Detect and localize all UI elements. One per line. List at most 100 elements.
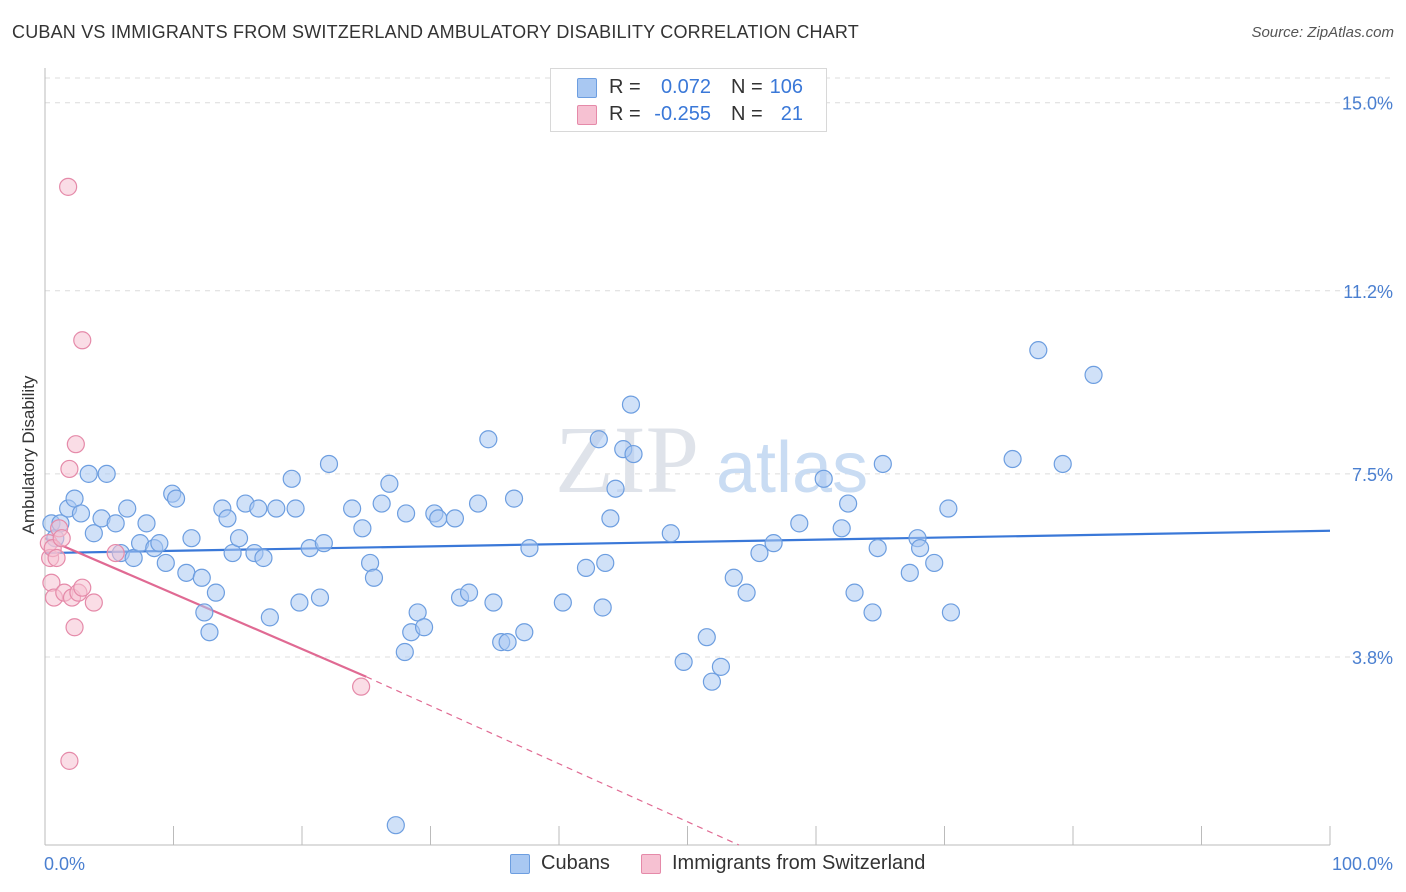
- cubans-point: [286, 499, 305, 518]
- cubans-point: [498, 633, 517, 652]
- cubans-point: [1084, 365, 1103, 385]
- x-tick-label: 0.0%: [44, 854, 85, 874]
- cubans-point: [845, 583, 864, 602]
- cubans-point: [195, 603, 214, 622]
- legend-n-value: 21: [780, 103, 803, 125]
- cubans-point: [702, 672, 722, 691]
- cubans-point: [553, 593, 572, 612]
- legend-r-label: R =: [609, 103, 641, 125]
- cubans-point: [200, 623, 219, 642]
- cubans-point: [319, 454, 339, 474]
- cubans-point: [206, 583, 226, 602]
- watermark: ZIP atlas: [555, 406, 868, 513]
- cubans-point: [71, 504, 91, 523]
- cubans-point: [697, 628, 716, 647]
- cubans-point: [267, 499, 286, 518]
- cubans-point: [593, 598, 612, 617]
- cubans-point: [1029, 341, 1048, 360]
- watermark-atlas: atlas: [716, 428, 868, 508]
- switzerland-point: [73, 578, 92, 597]
- cubans-point: [156, 553, 175, 573]
- legend-n-label: N =: [731, 103, 763, 125]
- cubans-point: [254, 548, 273, 568]
- cubans-point: [596, 553, 615, 573]
- cubans-point: [177, 563, 196, 582]
- cubans-point: [601, 509, 620, 528]
- cubans-point: [182, 529, 201, 548]
- cubans-point: [939, 499, 958, 518]
- tick-labels: 3.8% 7.5% 11.2% 15.0% 0.0% 100.0%: [44, 94, 1393, 874]
- y-tick-label: 15.0%: [1342, 94, 1393, 114]
- cubans-point: [395, 642, 414, 662]
- cubans-point: [396, 504, 416, 523]
- cubans-point: [832, 519, 851, 538]
- switzerland-point: [66, 435, 85, 454]
- cubans-point: [764, 534, 783, 553]
- cubans-point: [192, 568, 211, 587]
- y-tick-label: 3.8%: [1352, 648, 1393, 668]
- cubans-point: [118, 499, 137, 518]
- cubans-point: [576, 558, 596, 577]
- cubans-point: [150, 534, 169, 553]
- cubans-point: [790, 514, 809, 533]
- cubans-point: [674, 652, 693, 672]
- cubans-point: [711, 657, 731, 676]
- cubans-point: [106, 514, 125, 533]
- switzerland-point: [60, 459, 79, 479]
- cubans-point: [290, 593, 309, 612]
- legend-swatch-switzerland: [577, 105, 597, 125]
- cubans-point: [445, 509, 465, 528]
- source-label: Source: ZipAtlas.com: [1251, 24, 1394, 41]
- cubans-point: [900, 563, 919, 582]
- cubans-point: [364, 568, 384, 587]
- switzerland-trend-extension: [366, 676, 740, 846]
- cubans-point: [282, 469, 301, 488]
- cubans-point: [589, 430, 608, 449]
- cubans-point: [380, 474, 399, 493]
- cubans-point: [137, 514, 156, 533]
- cubans-point: [661, 524, 680, 543]
- legend-r-value: 0.072: [660, 76, 711, 98]
- switzerland-point: [84, 593, 103, 612]
- cubans-point: [361, 553, 380, 573]
- cubans-point: [925, 553, 944, 573]
- trend-lines: [44, 529, 1331, 846]
- switzerland-point: [60, 751, 79, 770]
- cubans-point: [459, 583, 479, 602]
- legend-n-value: 106: [769, 76, 803, 98]
- cubans-point: [839, 494, 858, 513]
- bottom-legend-label-switzerland: Immigrants from Switzerland: [672, 852, 926, 874]
- grid-lines: [45, 77, 1390, 658]
- axes: [44, 68, 1331, 846]
- y-axis-title: Ambulatory Disability: [19, 375, 38, 534]
- cubans-point: [863, 603, 882, 622]
- cubans-point: [386, 816, 405, 835]
- cubans-point: [372, 494, 391, 513]
- cubans-point: [260, 608, 279, 627]
- cubans-point: [1053, 454, 1072, 474]
- cubans-point: [941, 603, 961, 622]
- cubans-point: [750, 543, 769, 563]
- switzerland-point: [106, 543, 125, 563]
- legend-n-label: N =: [731, 76, 763, 98]
- data-points: [39, 177, 1103, 835]
- bottom-legend-swatch-cubans: [510, 854, 530, 874]
- cubans-point: [484, 593, 503, 612]
- cubans-point: [724, 568, 743, 587]
- cubans-point: [310, 588, 330, 607]
- cubans-point: [814, 469, 833, 488]
- bottom-legend-label-cubans: Cubans: [541, 852, 610, 874]
- legend-row-switzerland: R = -0.255 N = 21: [551, 102, 826, 128]
- cubans-point: [468, 494, 488, 513]
- cubans-point: [515, 623, 534, 642]
- cubans-point: [229, 529, 249, 548]
- cubans-point: [621, 395, 641, 414]
- cubans-point: [868, 538, 887, 558]
- legend-row-cubans: R = 0.072 N = 106: [551, 75, 826, 101]
- legend-r-value: -0.255: [654, 103, 711, 125]
- switzerland-point: [352, 677, 371, 696]
- cubans-point: [343, 499, 362, 518]
- cubans-point: [520, 538, 539, 558]
- bottom-legend-swatch-switzerland: [641, 854, 661, 874]
